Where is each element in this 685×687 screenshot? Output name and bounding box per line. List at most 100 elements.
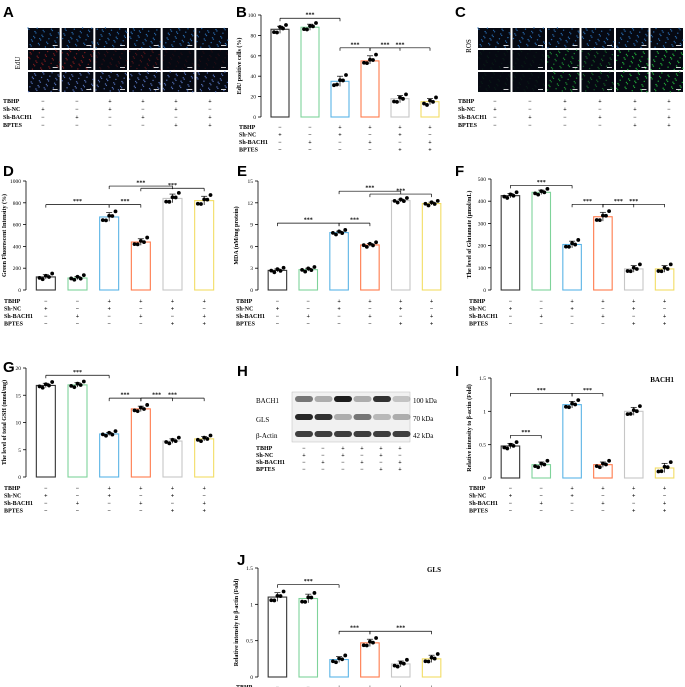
edu-cell-dot bbox=[32, 49, 35, 52]
edu-cell-dot bbox=[212, 66, 215, 68]
ros-cell-dot bbox=[638, 65, 641, 68]
chart-j-cond-mark: − bbox=[276, 685, 280, 687]
edu-cell-dot bbox=[226, 67, 229, 69]
chart-i-data-point bbox=[576, 398, 581, 403]
edu-cell-dot bbox=[101, 63, 103, 65]
ros-cell-dot bbox=[582, 73, 585, 76]
chart-g-data-point bbox=[81, 379, 86, 384]
edu-tile bbox=[95, 50, 127, 70]
chart-d-y-tick-label: 400 bbox=[13, 244, 22, 250]
chart-b-sig-label: *** bbox=[351, 42, 360, 48]
chart-j-y-tick-label: 0 bbox=[250, 675, 253, 681]
edu-cell-dot bbox=[39, 67, 42, 69]
edu-cell-dot bbox=[155, 71, 158, 73]
ros-cell-dot bbox=[548, 84, 550, 86]
chart-e-sig-label: *** bbox=[365, 186, 374, 192]
chart-d-cond-mark: − bbox=[107, 314, 111, 320]
chart-i-cond-mark: + bbox=[601, 501, 605, 507]
chart-g-data-point bbox=[208, 433, 213, 438]
ros-cell-dot bbox=[535, 51, 537, 54]
ros-cell-dot bbox=[629, 65, 631, 67]
edu-cell-dot bbox=[204, 75, 206, 78]
edu-cell-dot bbox=[163, 46, 166, 49]
chart-i-cond-mark: + bbox=[663, 486, 667, 492]
ros-cell-dot bbox=[675, 73, 678, 75]
ros-cell-dot bbox=[662, 59, 664, 61]
ros-cell-dot bbox=[664, 84, 667, 86]
edu-cell-dot bbox=[205, 34, 208, 37]
edu-cell-dot bbox=[125, 31, 128, 34]
ros-cell-dot bbox=[534, 56, 536, 59]
ros-cell-dot bbox=[512, 80, 514, 82]
panel-a-cond-mark: − bbox=[75, 99, 79, 105]
ros-cell-dot bbox=[549, 51, 551, 54]
ros-cell-dot bbox=[559, 37, 561, 40]
chart-e-y-tick-label: 15 bbox=[248, 179, 254, 185]
chart-f-data-point bbox=[573, 242, 578, 247]
panel-h-cond-mark: + bbox=[398, 467, 402, 473]
chart-d-cond-mark: + bbox=[139, 299, 143, 305]
edu-cell-dot bbox=[153, 32, 156, 35]
chart-d-data-point bbox=[170, 195, 175, 200]
panel-h-cond-mark: − bbox=[302, 460, 306, 466]
ros-cell-dot bbox=[540, 58, 542, 61]
edu-cell-dot bbox=[150, 55, 152, 57]
edu-scale-bar bbox=[187, 67, 193, 68]
ros-cell-dot bbox=[586, 85, 588, 87]
ros-cell-dot bbox=[602, 89, 605, 91]
ros-cell-dot bbox=[565, 82, 567, 84]
edu-cell-dot bbox=[181, 39, 183, 42]
panel-a-cond-mark: − bbox=[141, 107, 145, 113]
ros-cell-dot bbox=[650, 40, 652, 43]
ros-cell-dot bbox=[555, 88, 557, 90]
ros-cell-dot bbox=[481, 82, 483, 85]
ros-cell-dot bbox=[568, 37, 571, 40]
chart-f-cond-mark: + bbox=[509, 307, 513, 313]
edu-cell-dot bbox=[146, 63, 149, 65]
panel-h-cond-mark: + bbox=[341, 453, 345, 459]
edu-cell-dot bbox=[151, 84, 153, 86]
panel-h-cond-mark: + bbox=[321, 460, 325, 466]
ros-scale-bar bbox=[641, 89, 647, 90]
ros-cell-dot bbox=[637, 72, 640, 74]
edu-cell-dot bbox=[36, 27, 38, 29]
edu-cell-dot bbox=[61, 80, 63, 82]
edu-cell-dot bbox=[99, 38, 101, 41]
ros-cell-dot bbox=[515, 62, 517, 64]
edu-cell-dot bbox=[96, 42, 99, 44]
chart-g-cond-label-0: TBHP bbox=[4, 486, 21, 492]
ros-cell-dot bbox=[563, 86, 566, 89]
edu-cell-dot bbox=[71, 74, 73, 76]
chart-e-y-tick-label: 9 bbox=[250, 223, 253, 229]
edu-cell-dot bbox=[29, 58, 31, 60]
edu-cell-dot bbox=[109, 76, 111, 78]
ros-cell-dot bbox=[532, 61, 535, 63]
edu-cell-dot bbox=[121, 80, 123, 83]
ros-cell-dot bbox=[485, 74, 487, 76]
chart-b-data-point bbox=[278, 25, 282, 29]
ros-cell-dot bbox=[497, 50, 499, 53]
chart-g-cond-mark: − bbox=[202, 494, 206, 500]
ros-cell-dot bbox=[597, 66, 599, 69]
chart-g-y-tick-label: 10 bbox=[16, 421, 22, 427]
ros-cell-dot bbox=[506, 79, 509, 81]
ros-cell-dot bbox=[530, 72, 533, 75]
edu-cell-dot bbox=[50, 90, 52, 93]
chart-d-cond-mark: + bbox=[107, 307, 111, 313]
ros-cell-dot bbox=[520, 50, 523, 53]
panel-h-western-blot: BACH1 GLS β-Actin 100 kDa 70 kDa 42 kDa … bbox=[256, 391, 438, 473]
chart-g-y-tick-label: 0 bbox=[18, 475, 21, 481]
ros-cell-dot bbox=[571, 28, 573, 30]
edu-cell-dot bbox=[78, 77, 80, 80]
edu-cell-dot bbox=[218, 68, 221, 71]
panel-a-cond-label-0: TBHP bbox=[3, 99, 20, 105]
blot-band bbox=[392, 396, 411, 402]
ros-tile bbox=[547, 72, 580, 92]
ros-cell-dot bbox=[630, 60, 632, 63]
chart-i-cond-mark: + bbox=[570, 494, 574, 500]
ros-cell-dot bbox=[558, 50, 560, 52]
chart-i-data-point bbox=[604, 462, 608, 467]
edu-cell-dot bbox=[82, 84, 85, 87]
ros-cell-dot bbox=[585, 62, 587, 64]
